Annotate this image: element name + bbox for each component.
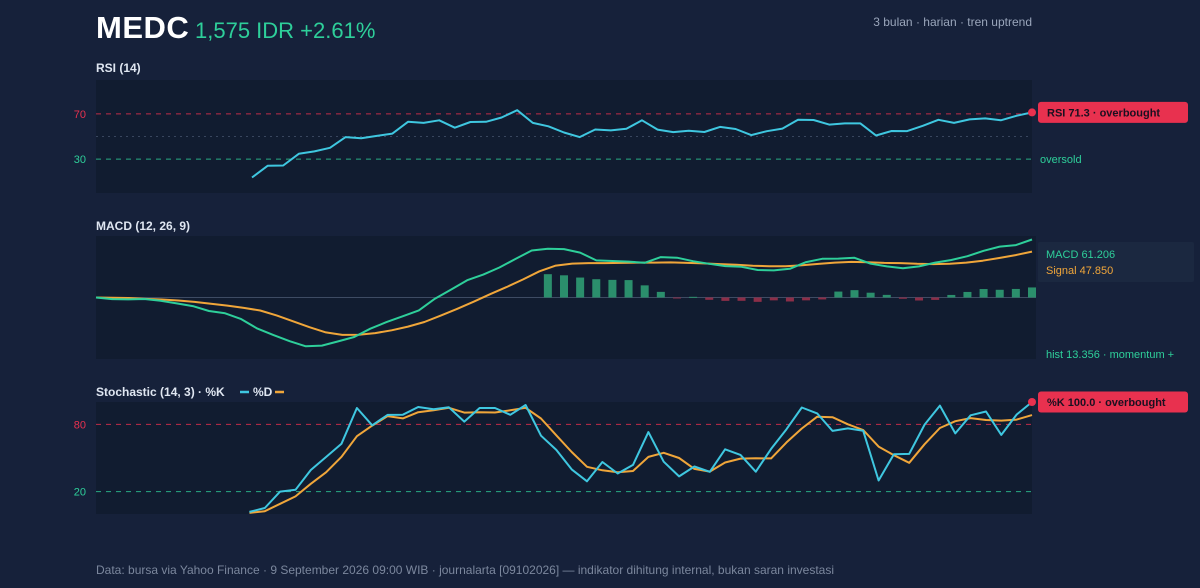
macd-legend-box xyxy=(1038,242,1194,282)
rsi-last-label: RSI 71.3 · overbought xyxy=(1047,107,1160,119)
macd-hist-bar xyxy=(689,296,698,298)
macd-hist-bar xyxy=(818,297,827,300)
macd-hist-bar xyxy=(898,297,907,299)
signal-line xyxy=(95,250,1033,336)
rsi-last-label-bg xyxy=(1038,101,1188,123)
stoch-last-point xyxy=(1028,398,1036,406)
stoch-panel-bg xyxy=(96,402,1032,514)
macd-hist-bar xyxy=(931,297,940,300)
macd-hist-bar xyxy=(979,289,988,298)
rsi-last-point xyxy=(1028,108,1036,117)
macd-hist-bar xyxy=(721,297,730,301)
stoch-tick-20: 20 xyxy=(74,487,86,499)
macd-hist-bar xyxy=(576,277,585,298)
macd-hist-bar xyxy=(656,291,665,298)
macd-title: MACD (12, 26, 9) xyxy=(96,219,190,233)
macd-value-label: MACD 61.206 xyxy=(1046,249,1115,261)
rsi-tick-70: 70 xyxy=(74,109,86,121)
d-legend-label: %D xyxy=(253,385,273,399)
macd-hist-bar xyxy=(915,297,924,301)
price-change: 1,575 IDR +2.61% xyxy=(195,18,376,43)
macd-hist-bar xyxy=(560,275,568,298)
macd-hist-bar xyxy=(753,297,762,302)
macd-hist-bar xyxy=(963,291,972,298)
rsi-tick-30: 30 xyxy=(74,154,86,166)
rsi-oversold-note: oversold xyxy=(1040,154,1082,166)
rsi-line xyxy=(251,109,1033,179)
macd-hist-bar xyxy=(624,280,633,298)
stoch-k-line xyxy=(249,401,1033,513)
macd-hist-bar xyxy=(640,285,649,298)
signal-value-label: Signal 47.850 xyxy=(1046,265,1113,277)
macd-line xyxy=(95,238,1033,348)
macd-hist-bar xyxy=(737,297,746,301)
macd-hist-bar xyxy=(995,289,1004,298)
ticker-symbol: MEDC xyxy=(96,10,190,45)
stoch-last-label: %K 100.0 · overbought xyxy=(1047,397,1166,409)
macd-hist-bar xyxy=(802,297,811,301)
macd-hist-bar xyxy=(672,297,681,299)
footer-source: Data: bursa via Yahoo Finance · 9 Septem… xyxy=(96,563,834,577)
macd-hist-bar xyxy=(592,279,601,298)
chart-header: MEDC 1,575 IDR +2.61% 3 bulan · harian ·… xyxy=(96,8,1036,48)
rsi-title: RSI (14) xyxy=(96,61,141,75)
macd-hist-bar xyxy=(850,290,859,298)
macd-hist-bar xyxy=(543,274,552,298)
stoch-last-label-bg xyxy=(1038,391,1188,413)
hist-value-label: hist 13.356 · momentum + xyxy=(1046,349,1174,361)
chart-meta: 3 bulan · harian · tren uptrend xyxy=(873,15,1032,29)
macd-hist-bar xyxy=(785,297,794,302)
macd-hist-bar xyxy=(608,279,617,298)
stoch-title: Stochastic (14, 3) · %K xyxy=(96,385,225,399)
macd-hist-bar xyxy=(769,297,778,301)
indicator-chart: RSI (14) 70 30 oversold RSI 71.3 · overbough… xyxy=(73,61,1194,514)
macd-hist-bar xyxy=(1028,287,1036,298)
macd-hist-bar xyxy=(866,292,875,298)
macd-hist-bar xyxy=(705,297,714,300)
macd-hist-bar xyxy=(1011,288,1020,298)
stoch-tick-80: 80 xyxy=(74,419,86,431)
macd-hist-bar xyxy=(834,291,843,298)
macd-hist-bar xyxy=(947,294,956,298)
macd-hist-bar xyxy=(882,294,891,298)
